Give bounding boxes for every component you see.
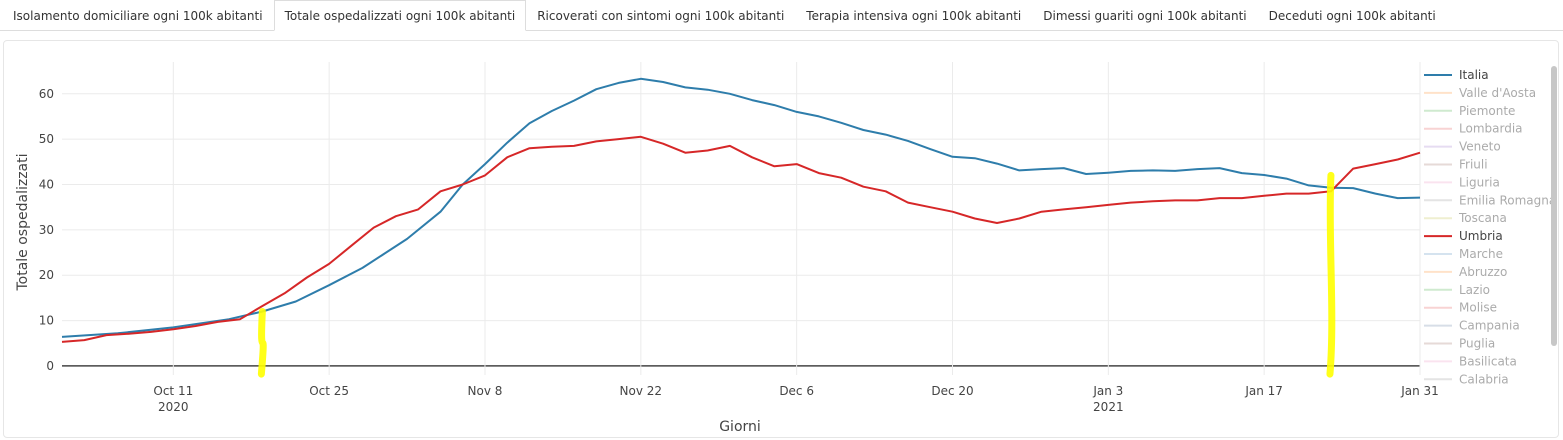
tab-bar: Isolamento domiciliare ogni 100k abitant… bbox=[0, 0, 1563, 31]
legend-label: Friuli bbox=[1459, 158, 1488, 172]
legend-item[interactable]: Veneto bbox=[1424, 140, 1501, 154]
x-tick-label: Jan 3 bbox=[1092, 384, 1123, 398]
legend-item[interactable]: Calabria bbox=[1424, 372, 1509, 386]
y-tick-label: 10 bbox=[39, 314, 54, 328]
legend-scrollbar[interactable] bbox=[1551, 66, 1557, 346]
legend-label: Abruzzo bbox=[1459, 265, 1507, 279]
y-tick-label: 0 bbox=[46, 359, 54, 373]
legend-item[interactable]: Valle d'Aosta bbox=[1424, 86, 1536, 100]
x-tick-label: Jan 31 bbox=[1400, 384, 1439, 398]
x-tick-year-label: 2021 bbox=[1093, 400, 1124, 414]
legend-item[interactable]: Lazio bbox=[1424, 283, 1490, 297]
x-tick-label: Oct 11 bbox=[153, 384, 193, 398]
legend-label: Marche bbox=[1459, 247, 1503, 261]
y-tick-label: 60 bbox=[39, 87, 54, 101]
legend-label: Umbria bbox=[1459, 229, 1503, 243]
series-line-italia[interactable] bbox=[61, 77, 1421, 338]
legend-label: Liguria bbox=[1459, 175, 1500, 189]
axes: 0 10 20 30 40 50 60 Oct 11 2020 Oct 25 Nov 8 Nov 22… bbox=[39, 87, 1439, 414]
highlighter-mark bbox=[257, 307, 267, 378]
tab-6[interactable]: Deceduti ogni 100k abitanti bbox=[1268, 9, 1436, 23]
y-tick-label: 20 bbox=[39, 268, 54, 282]
x-axis-title: Giorni bbox=[719, 419, 761, 435]
legend-item[interactable]: Abruzzo bbox=[1424, 265, 1507, 279]
annotations bbox=[257, 171, 1336, 378]
legend-item[interactable]: Marche bbox=[1424, 247, 1503, 261]
legend-label: Basilicata bbox=[1459, 354, 1517, 368]
x-tick-label: Jan 17 bbox=[1244, 384, 1283, 398]
highlighter-mark bbox=[1326, 171, 1336, 378]
tab-1[interactable]: Isolamento domiciliare ogni 100k abitant… bbox=[13, 9, 263, 23]
legend-label: Campania bbox=[1459, 319, 1520, 333]
legend-item[interactable]: Molise bbox=[1424, 301, 1497, 315]
x-tick-label: Nov 8 bbox=[468, 384, 503, 398]
x-tick-label: Nov 22 bbox=[620, 384, 663, 398]
legend-label: Toscana bbox=[1458, 211, 1507, 225]
legend[interactable]: Italia Valle d'Aosta Piemonte Lombardia Vene… bbox=[1424, 68, 1556, 386]
series-lines bbox=[61, 77, 1421, 343]
legend-item[interactable]: Campania bbox=[1424, 319, 1520, 333]
legend-label: Molise bbox=[1459, 301, 1497, 315]
legend-label: Puglia bbox=[1459, 337, 1495, 351]
legend-item[interactable]: Piemonte bbox=[1424, 104, 1515, 118]
x-tick-label: Dec 20 bbox=[931, 384, 973, 398]
x-tick-label: Oct 25 bbox=[309, 384, 349, 398]
x-tick-year-label: 2020 bbox=[158, 400, 189, 414]
legend-label: Italia bbox=[1459, 68, 1489, 82]
legend-item[interactable]: Friuli bbox=[1424, 158, 1488, 172]
legend-label: Piemonte bbox=[1459, 104, 1515, 118]
legend-item[interactable]: Italia bbox=[1424, 68, 1489, 82]
legend-label: Emilia Romagna bbox=[1459, 193, 1556, 207]
y-tick-label: 30 bbox=[39, 223, 54, 237]
legend-label: Valle d'Aosta bbox=[1459, 86, 1536, 100]
legend-item[interactable]: Lombardia bbox=[1424, 122, 1523, 136]
series-line-umbria[interactable] bbox=[61, 135, 1421, 343]
legend-label: Calabria bbox=[1459, 372, 1509, 386]
legend-item[interactable]: Emilia Romagna bbox=[1424, 193, 1556, 207]
tab-4[interactable]: Terapia intensiva ogni 100k abitanti bbox=[806, 9, 1022, 23]
y-tick-label: 40 bbox=[39, 177, 54, 191]
legend-item[interactable]: Toscana bbox=[1424, 211, 1507, 225]
legend-label: Veneto bbox=[1459, 140, 1501, 154]
legend-item[interactable]: Basilicata bbox=[1424, 354, 1517, 368]
tab-5[interactable]: Dimessi guariti ogni 100k abitanti bbox=[1043, 9, 1247, 23]
tab-2[interactable]: Totale ospedalizzati ogni 100k abitanti bbox=[273, 0, 527, 31]
x-tick-label: Dec 6 bbox=[779, 384, 814, 398]
legend-label: Lazio bbox=[1459, 283, 1490, 297]
y-axis-title: Totale ospedalizzati bbox=[15, 153, 31, 291]
legend-item[interactable]: Umbria bbox=[1424, 229, 1503, 243]
chart-panel bbox=[3, 40, 1559, 438]
legend-item[interactable]: Liguria bbox=[1424, 175, 1500, 189]
legend-label: Lombardia bbox=[1459, 122, 1523, 136]
gridlines bbox=[62, 62, 1421, 375]
y-tick-label: 50 bbox=[39, 132, 54, 146]
legend-item[interactable]: Puglia bbox=[1424, 337, 1495, 351]
tab-3[interactable]: Ricoverati con sintomi ogni 100k abitant… bbox=[537, 9, 785, 23]
